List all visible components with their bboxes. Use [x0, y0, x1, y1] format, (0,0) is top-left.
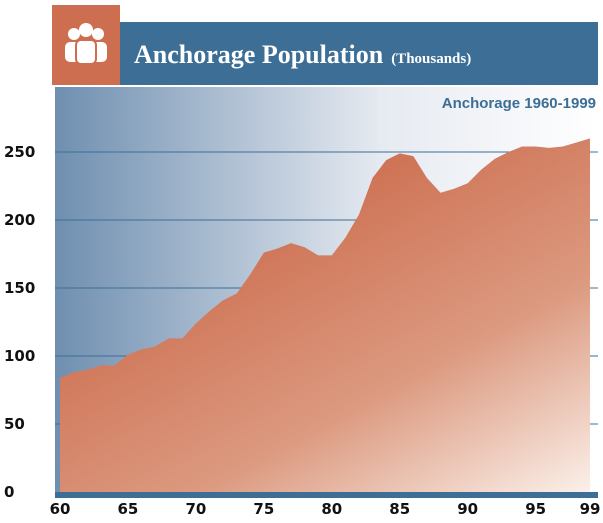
chart-title: Anchorage Population (Thousands) [134, 40, 471, 69]
y-tick-label: 50 [4, 415, 25, 433]
x-tick-label: 90 [457, 500, 478, 518]
x-tick-label: 75 [253, 500, 274, 518]
y-tick-label: 200 [4, 211, 35, 229]
title-bar [120, 22, 598, 85]
people-icon [65, 23, 107, 65]
x-tick-label: 80 [321, 500, 342, 518]
x-tick-label: 65 [118, 500, 139, 518]
area [60, 138, 590, 492]
x-tick-label: 70 [185, 500, 206, 518]
y-tick-label: 150 [4, 279, 35, 297]
x-tick-label: 60 [50, 500, 71, 518]
y-tick-label: 250 [4, 143, 35, 161]
x-tick-label: 99 [580, 500, 601, 518]
y-tick-label: 100 [4, 347, 35, 365]
subtitle: Anchorage 1960-1999 [442, 95, 596, 112]
title-main: Anchorage Population [134, 40, 384, 69]
y-tick-label: 0 [4, 483, 14, 501]
x-axis [55, 492, 598, 498]
x-tick-label: 95 [525, 500, 546, 518]
title-unit: (Thousands) [391, 51, 471, 67]
x-tick-label: 85 [389, 500, 410, 518]
